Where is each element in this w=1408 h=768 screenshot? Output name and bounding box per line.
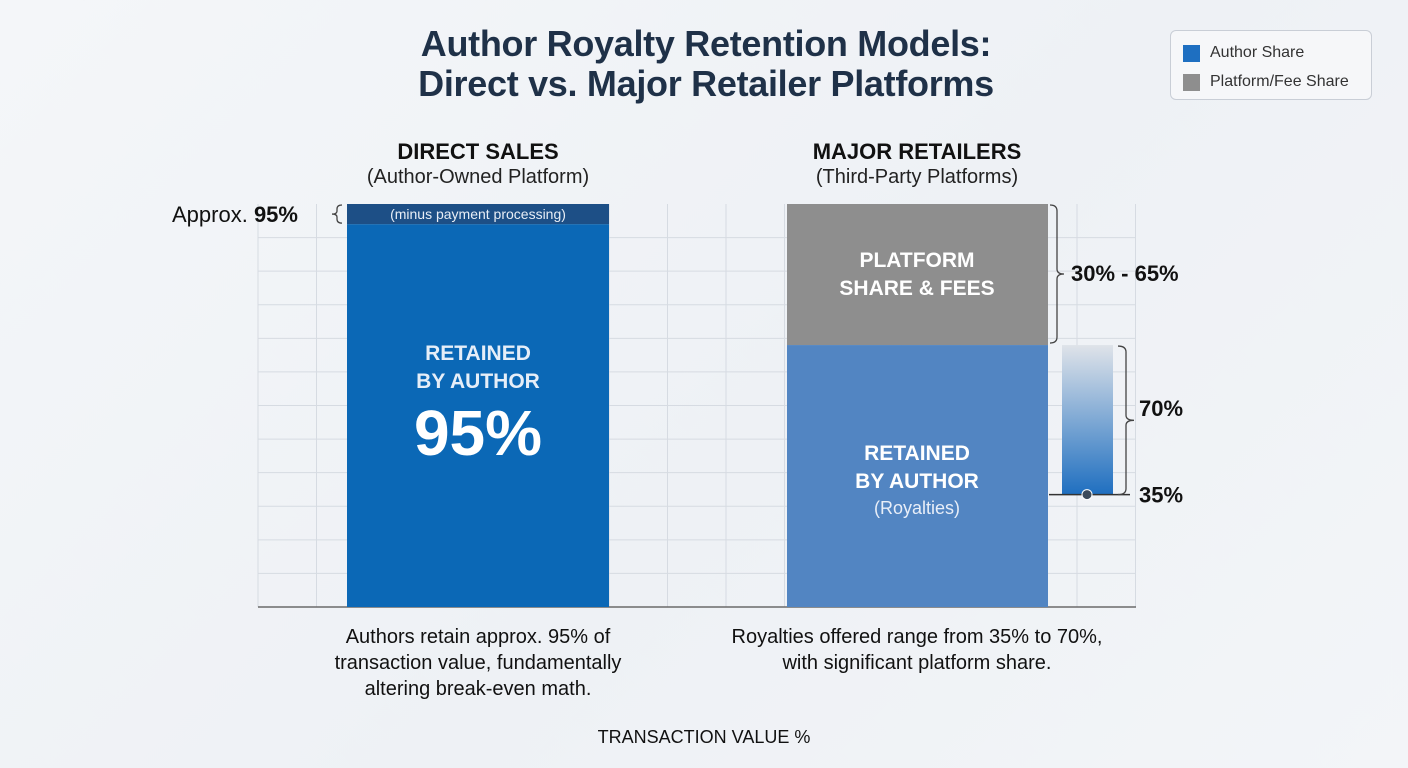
retail-author-label-line3: (Royalties) xyxy=(874,498,960,518)
major-retailers-title: MAJOR RETAILERS xyxy=(812,139,1022,164)
retail-platform-bar xyxy=(787,204,1048,346)
legend-swatch-author xyxy=(1183,44,1200,62)
direct-author-bar xyxy=(347,224,609,607)
direct-side-label-value: 95% xyxy=(254,202,298,227)
legend: Author Share Platform/Fee Share xyxy=(1170,30,1372,100)
direct-sales-subtitle: (Author-Owned Platform) xyxy=(366,166,590,188)
direct-sales-title: DIRECT SALES xyxy=(397,139,559,164)
retail-caption: Royalties offered range from 35% to 70%,… xyxy=(697,624,1137,676)
retail-author-bar xyxy=(787,345,1048,607)
retail-platform-label-line2: SHARE & FEES xyxy=(839,277,994,300)
direct-fee-label: (minus payment processing) xyxy=(390,206,566,222)
retail-author-label-line2: BY AUTHOR xyxy=(855,470,979,493)
platform-range-label: 30% - 65% xyxy=(1071,261,1179,286)
direct-caption-line3: altering break-even math. xyxy=(364,678,592,700)
royalty-low-label: 35% xyxy=(1139,483,1183,508)
direct-caption-line1: Authors retain approx. 95% of xyxy=(345,626,611,648)
major-retailers-subtitle: (Third-Party Platforms) xyxy=(815,166,1019,188)
direct-caption: Authors retain approx. 95% of transactio… xyxy=(278,624,678,702)
royalty-range-bar xyxy=(1062,345,1113,495)
legend-item-platform: Platform/Fee Share xyxy=(1183,71,1349,93)
direct-bar-label-line2: BY AUTHOR xyxy=(416,370,540,393)
legend-label-platform: Platform/Fee Share xyxy=(1210,73,1349,90)
direct-side-label: Approx. 95% xyxy=(172,202,298,227)
chart-title-line2: Direct vs. Major Retailer Platforms xyxy=(418,63,994,104)
direct-side-brace xyxy=(331,204,343,224)
chart-title-line1: Author Royalty Retention Models: xyxy=(420,23,992,64)
legend-swatch-platform xyxy=(1183,73,1200,91)
legend-label-author: Author Share xyxy=(1210,44,1305,61)
platform-range-brace xyxy=(1049,204,1065,344)
retail-caption-line2: with significant platform share. xyxy=(782,652,1052,674)
direct-side-label-prefix: Approx. xyxy=(172,202,254,227)
direct-fee-bar xyxy=(347,204,609,225)
x-axis-label: TRANSACTION VALUE % xyxy=(597,727,811,747)
royalty-high-label: 70% xyxy=(1139,396,1183,421)
direct-caption-line2: transaction value, fundamentally xyxy=(334,652,622,674)
retail-caption-line1: Royalties offered range from 35% to 70%, xyxy=(731,626,1103,648)
retail-platform-label-line1: PLATFORM xyxy=(859,249,974,272)
royalty-range-brace xyxy=(1117,345,1135,496)
legend-item-author: Author Share xyxy=(1183,42,1304,64)
royalty-low-marker-dot xyxy=(1081,489,1093,501)
direct-bar-value: 95% xyxy=(414,397,542,469)
retail-author-label-line1: RETAINED xyxy=(864,442,970,465)
direct-bar-label-line1: RETAINED xyxy=(425,342,531,365)
